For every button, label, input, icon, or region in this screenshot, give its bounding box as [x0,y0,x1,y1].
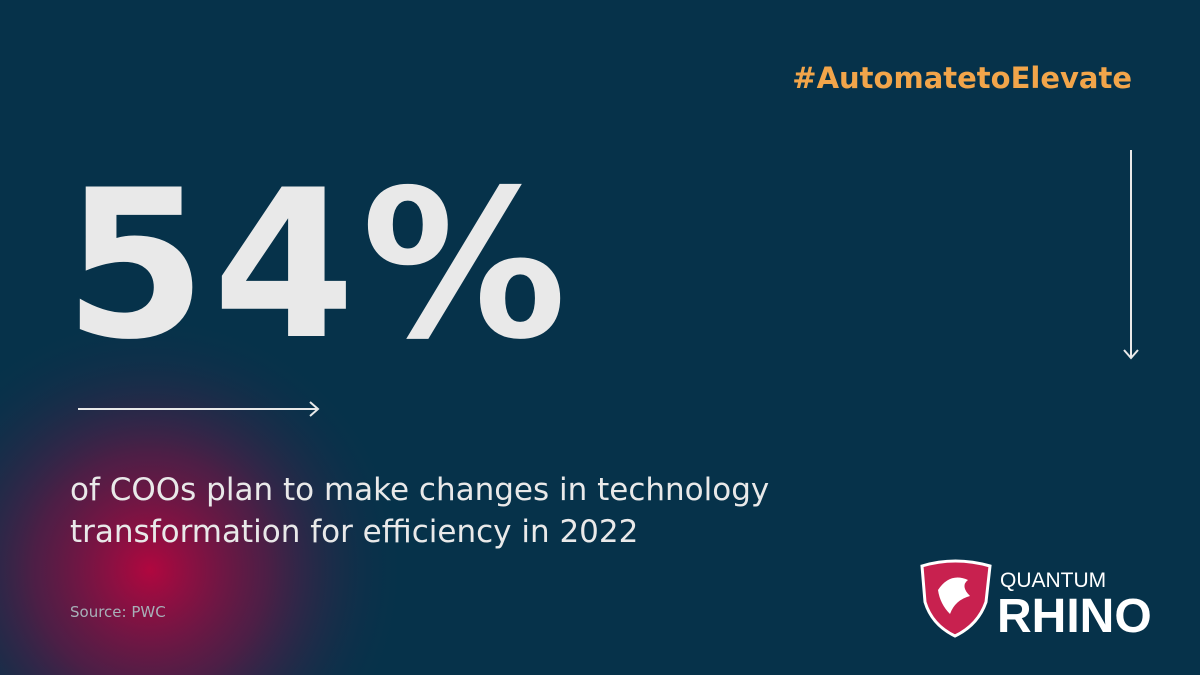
vertical-arrow [1123,150,1139,360]
source: Source: PWC [70,603,166,621]
logo: QUANTUM RHINO [920,559,1152,643]
glow [0,300,450,675]
logo-rhino [938,577,970,614]
horizontal-arrow [78,401,320,417]
description-line: transformation for efficiency in 2022 [70,514,638,550]
description-line: of COOs plan to make changes in technolo… [70,472,769,508]
logo-line2: RHINO [997,590,1152,643]
stat: 54% [64,147,573,385]
logo-line1: QUANTUM [1000,569,1106,592]
hashtag: #AutomatetoElevate [792,61,1132,95]
